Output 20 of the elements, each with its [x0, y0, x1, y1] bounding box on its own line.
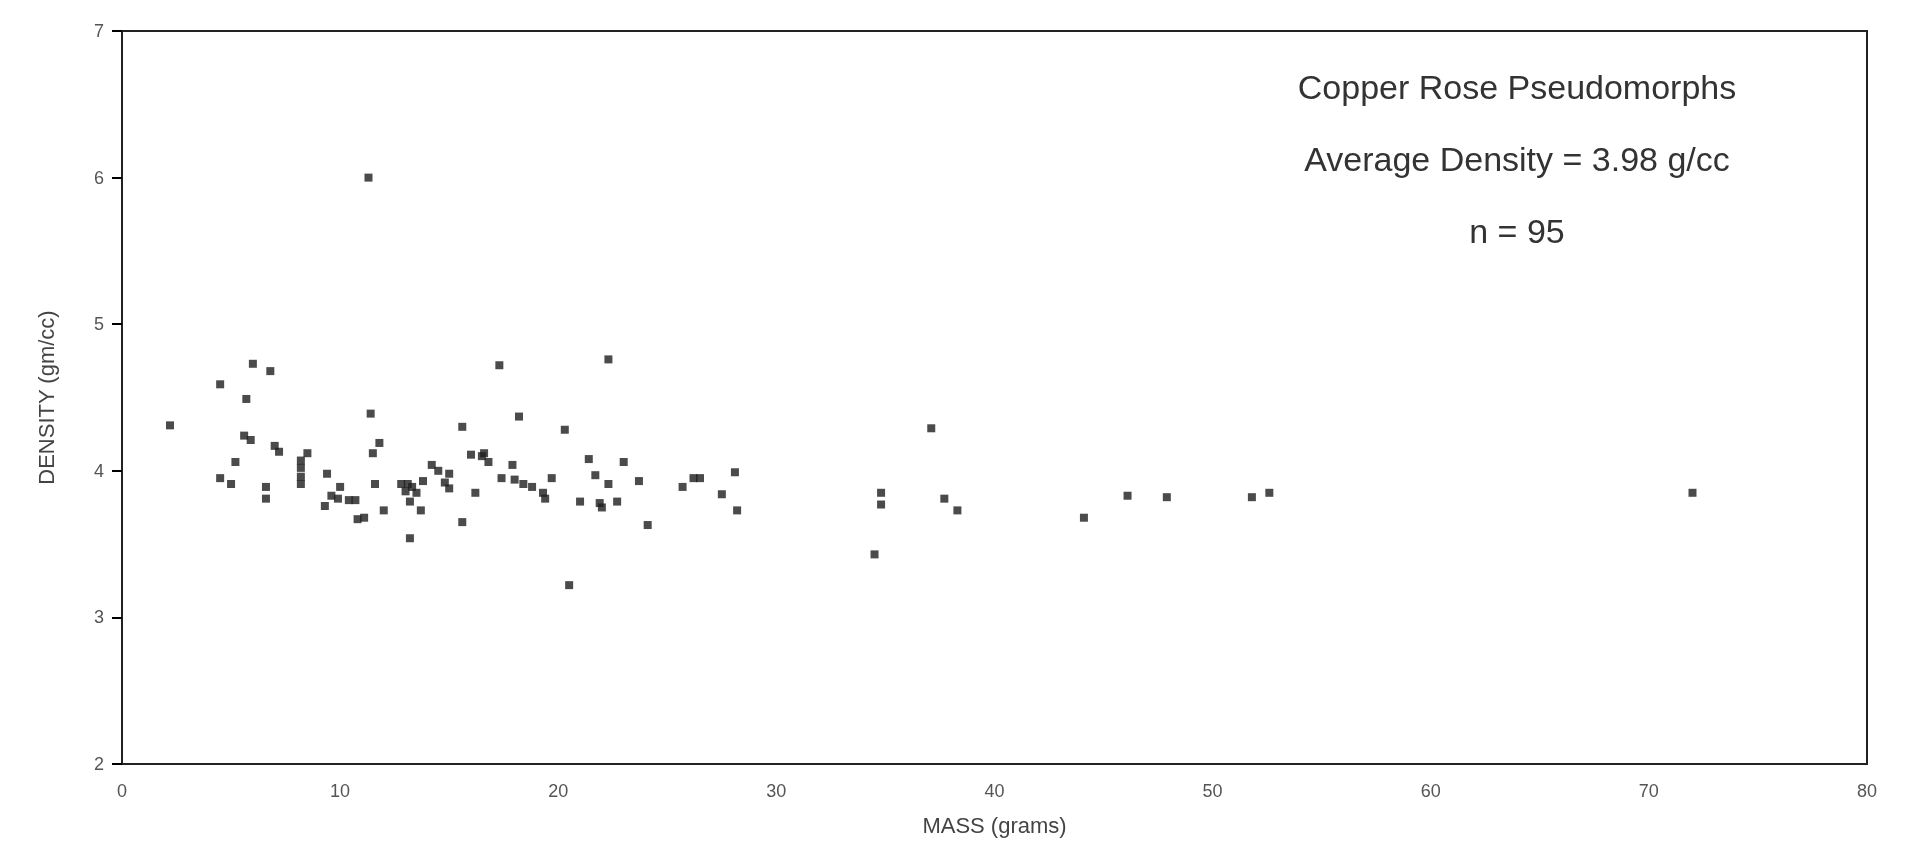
x-axis-title: MASS (grams)	[922, 812, 1067, 838]
y-tick-label: 2	[93, 754, 104, 774]
y-axis-title: DENSITY (gm/cc)	[33, 310, 59, 485]
annotation: Copper Rose Pseudomorphs	[1297, 68, 1737, 106]
y-tick-label: 6	[93, 167, 104, 188]
x-tick-label: 10	[330, 781, 351, 801]
y-tick-label: 5	[93, 314, 104, 335]
x-tick-label: 20	[548, 781, 569, 801]
annotation: Average Density = 3.98 g/cc	[1304, 140, 1730, 178]
x-tick-label: 0	[116, 781, 128, 801]
x-tick-label: 60	[1420, 781, 1441, 801]
x-tick-label: 40	[984, 781, 1005, 801]
x-tick-label: 50	[1202, 781, 1223, 801]
y-tick-label: 4	[93, 460, 104, 481]
x-tick-label: 30	[766, 781, 787, 801]
y-tick-label: 7	[93, 21, 104, 41]
y-tick-label: 3	[93, 607, 104, 628]
x-tick-label: 80	[1856, 781, 1878, 801]
annotation: n = 95	[1469, 212, 1565, 250]
x-tick-label: 70	[1638, 781, 1659, 801]
